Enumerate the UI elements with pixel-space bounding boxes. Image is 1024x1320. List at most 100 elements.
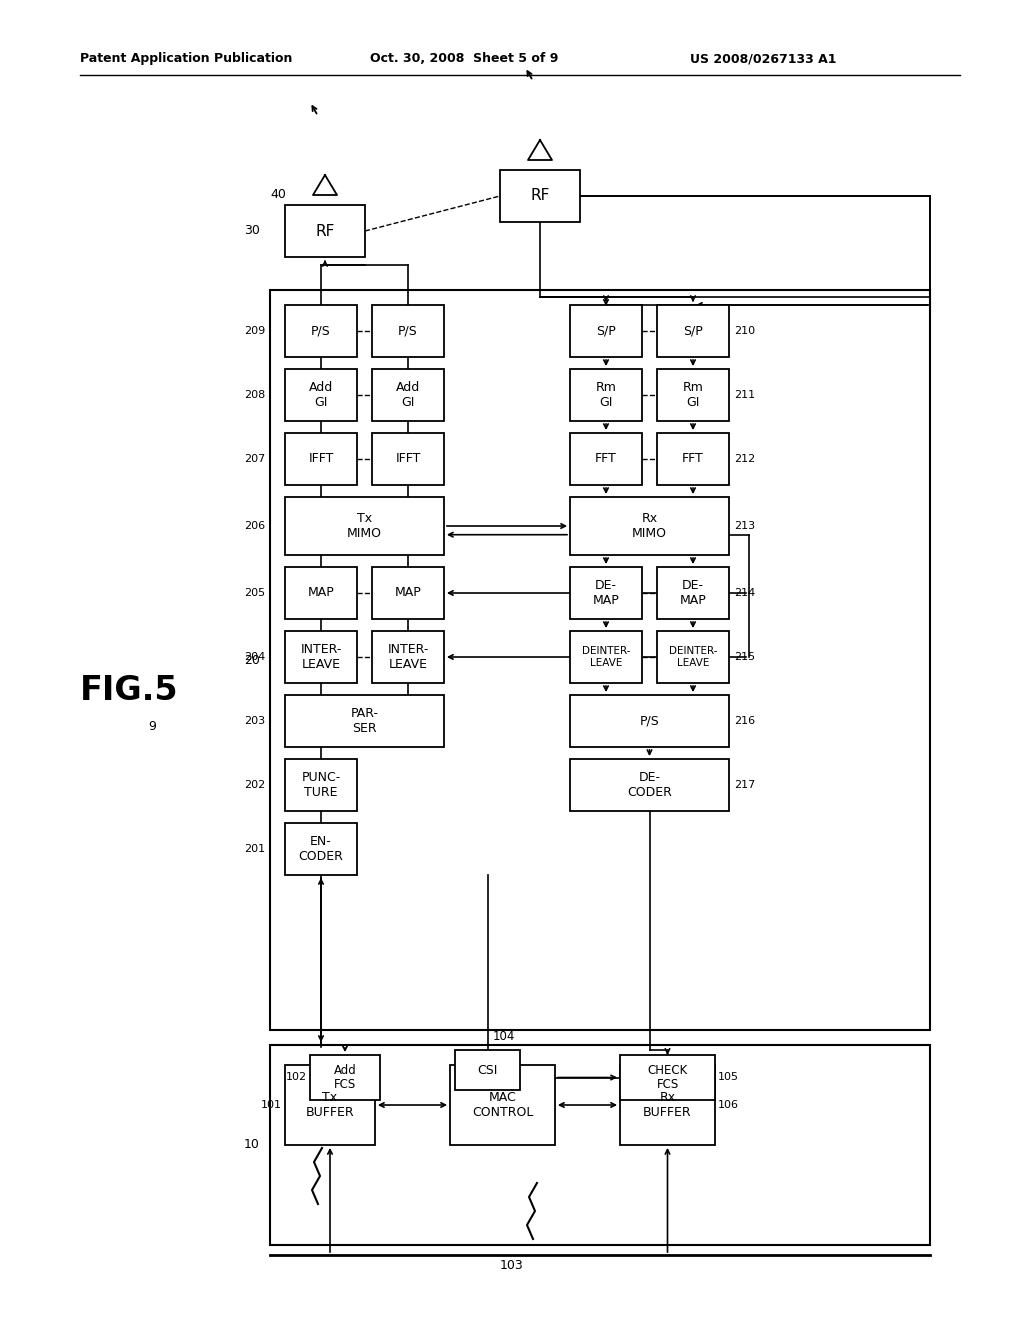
Text: RF: RF xyxy=(315,223,335,239)
Text: 215: 215 xyxy=(734,652,755,663)
Text: Patent Application Publication: Patent Application Publication xyxy=(80,51,293,65)
Text: 203: 203 xyxy=(244,715,265,726)
Text: 206: 206 xyxy=(244,521,265,531)
Text: S/P: S/P xyxy=(596,325,615,338)
Text: PUNC-
TURE: PUNC- TURE xyxy=(301,771,341,799)
Text: P/S: P/S xyxy=(311,325,331,338)
Text: 202: 202 xyxy=(244,780,265,789)
Text: Rx
BUFFER: Rx BUFFER xyxy=(643,1092,692,1119)
Bar xyxy=(570,696,729,747)
Text: 204: 204 xyxy=(244,652,265,663)
Bar xyxy=(285,498,444,554)
Text: Tx
MIMO: Tx MIMO xyxy=(347,512,382,540)
Text: Rm
GI: Rm GI xyxy=(596,381,616,409)
Text: 208: 208 xyxy=(244,389,265,400)
Text: 10: 10 xyxy=(244,1138,260,1151)
Bar xyxy=(570,498,729,554)
Text: 20: 20 xyxy=(244,653,260,667)
Text: CHECK
FCS: CHECK FCS xyxy=(647,1064,688,1092)
Bar xyxy=(285,759,357,810)
Bar xyxy=(657,305,729,356)
Text: 214: 214 xyxy=(734,587,756,598)
Text: 213: 213 xyxy=(734,521,755,531)
Text: MAC
CONTROL: MAC CONTROL xyxy=(472,1092,534,1119)
Text: FIG.5: FIG.5 xyxy=(80,675,178,708)
Text: 103: 103 xyxy=(500,1259,524,1272)
Text: Rm
GI: Rm GI xyxy=(683,381,703,409)
Text: 210: 210 xyxy=(734,326,755,337)
Text: 209: 209 xyxy=(244,326,265,337)
Text: DE-
MAP: DE- MAP xyxy=(593,579,620,607)
Text: 104: 104 xyxy=(493,1030,515,1043)
Bar xyxy=(455,1049,520,1090)
Text: INTER-
LEAVE: INTER- LEAVE xyxy=(387,643,429,671)
Bar xyxy=(450,1065,555,1144)
Bar xyxy=(372,370,444,421)
Text: P/S: P/S xyxy=(640,714,659,727)
Text: 40: 40 xyxy=(270,189,286,202)
Text: 106: 106 xyxy=(718,1100,739,1110)
Text: DEINTER-
LEAVE: DEINTER- LEAVE xyxy=(582,647,630,668)
Text: 216: 216 xyxy=(734,715,755,726)
Text: Add
GI: Add GI xyxy=(309,381,333,409)
Bar xyxy=(570,433,642,484)
Text: MAP: MAP xyxy=(394,586,421,599)
Bar xyxy=(570,370,642,421)
Text: FFT: FFT xyxy=(595,453,616,466)
Text: DEINTER-
LEAVE: DEINTER- LEAVE xyxy=(669,647,717,668)
Bar xyxy=(500,170,580,222)
Text: Rx
MIMO: Rx MIMO xyxy=(632,512,667,540)
Bar xyxy=(270,1045,930,1245)
Bar xyxy=(285,1065,375,1144)
Bar xyxy=(372,433,444,484)
Bar xyxy=(657,370,729,421)
Text: RF: RF xyxy=(530,189,550,203)
Bar xyxy=(570,631,642,682)
Text: DE-
CODER: DE- CODER xyxy=(627,771,672,799)
Text: 102: 102 xyxy=(286,1072,307,1082)
Text: PAR-
SER: PAR- SER xyxy=(350,708,379,735)
Bar xyxy=(657,433,729,484)
Text: 205: 205 xyxy=(244,587,265,598)
Text: Add
GI: Add GI xyxy=(396,381,420,409)
Bar xyxy=(270,290,930,1030)
Text: Tx
BUFFER: Tx BUFFER xyxy=(306,1092,354,1119)
Text: Oct. 30, 2008  Sheet 5 of 9: Oct. 30, 2008 Sheet 5 of 9 xyxy=(370,51,558,65)
Text: IFFT: IFFT xyxy=(395,453,421,466)
Text: FFT: FFT xyxy=(682,453,703,466)
Text: 212: 212 xyxy=(734,454,756,465)
Bar xyxy=(372,305,444,356)
Bar xyxy=(310,1055,380,1100)
Text: INTER-
LEAVE: INTER- LEAVE xyxy=(300,643,342,671)
Bar xyxy=(285,696,444,747)
Text: Add
FCS: Add FCS xyxy=(334,1064,356,1092)
Text: 30: 30 xyxy=(244,224,260,238)
Text: 101: 101 xyxy=(261,1100,282,1110)
Bar xyxy=(285,205,365,257)
Bar xyxy=(285,568,357,619)
Bar xyxy=(285,370,357,421)
Bar xyxy=(620,1055,715,1100)
Text: MAP: MAP xyxy=(307,586,335,599)
Text: CSI: CSI xyxy=(477,1064,498,1077)
Bar xyxy=(285,631,357,682)
Bar xyxy=(285,822,357,875)
Text: 207: 207 xyxy=(244,454,265,465)
Text: 105: 105 xyxy=(718,1072,739,1082)
Text: 9: 9 xyxy=(148,719,156,733)
Bar xyxy=(570,759,729,810)
Text: S/P: S/P xyxy=(683,325,702,338)
Text: 211: 211 xyxy=(734,389,755,400)
Bar xyxy=(285,305,357,356)
Bar xyxy=(657,568,729,619)
Bar xyxy=(657,631,729,682)
Bar xyxy=(372,568,444,619)
Text: 217: 217 xyxy=(734,780,756,789)
Bar xyxy=(570,305,642,356)
Bar xyxy=(620,1065,715,1144)
Text: IFFT: IFFT xyxy=(308,453,334,466)
Bar xyxy=(372,631,444,682)
Bar xyxy=(570,568,642,619)
Text: EN-
CODER: EN- CODER xyxy=(299,836,343,863)
Bar xyxy=(285,433,357,484)
